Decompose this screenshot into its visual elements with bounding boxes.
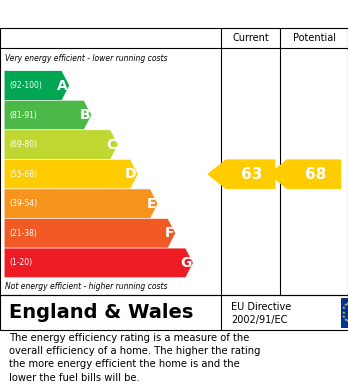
Polygon shape [268, 160, 341, 189]
Polygon shape [4, 160, 138, 189]
Polygon shape [4, 100, 92, 130]
Text: C: C [106, 138, 116, 152]
Text: B: B [79, 108, 90, 122]
Text: ★: ★ [342, 315, 346, 319]
Polygon shape [4, 130, 118, 160]
Text: ★: ★ [347, 303, 348, 307]
Polygon shape [4, 71, 70, 100]
Text: F: F [164, 226, 174, 240]
Text: A: A [57, 79, 68, 93]
Text: (55-68): (55-68) [9, 170, 38, 179]
Bar [341, 298, 348, 327]
Polygon shape [4, 189, 158, 219]
Text: Energy Efficiency Rating: Energy Efficiency Rating [9, 7, 219, 22]
Text: (69-80): (69-80) [9, 140, 38, 149]
Text: ★: ★ [343, 318, 347, 322]
Text: (1-20): (1-20) [9, 258, 32, 267]
Text: ★: ★ [345, 319, 348, 323]
Text: ★: ★ [342, 306, 346, 310]
Text: D: D [125, 167, 136, 181]
Text: The energy efficiency rating is a measure of the
overall efficiency of a home. T: The energy efficiency rating is a measur… [9, 333, 260, 383]
Polygon shape [4, 219, 176, 248]
Polygon shape [207, 160, 275, 189]
Text: 2002/91/EC: 2002/91/EC [231, 314, 288, 325]
Text: ★: ★ [343, 303, 347, 307]
Text: Very energy efficient - lower running costs: Very energy efficient - lower running co… [5, 54, 168, 63]
Text: Potential: Potential [293, 33, 335, 43]
Text: 63: 63 [241, 167, 262, 182]
Text: (92-100): (92-100) [9, 81, 42, 90]
Text: ★: ★ [345, 302, 348, 306]
Text: ★: ★ [342, 310, 345, 314]
Text: Not energy efficient - higher running costs: Not energy efficient - higher running co… [5, 282, 168, 291]
Polygon shape [4, 248, 193, 278]
Text: (39-54): (39-54) [9, 199, 38, 208]
Text: G: G [180, 256, 191, 270]
Text: ★: ★ [347, 318, 348, 322]
Text: 68: 68 [305, 167, 326, 182]
Text: England & Wales: England & Wales [9, 303, 193, 322]
Text: Current: Current [232, 33, 269, 43]
Text: EU Directive: EU Directive [231, 302, 292, 312]
Text: (21-38): (21-38) [9, 229, 37, 238]
Text: E: E [147, 197, 156, 211]
Text: (81-91): (81-91) [9, 111, 37, 120]
